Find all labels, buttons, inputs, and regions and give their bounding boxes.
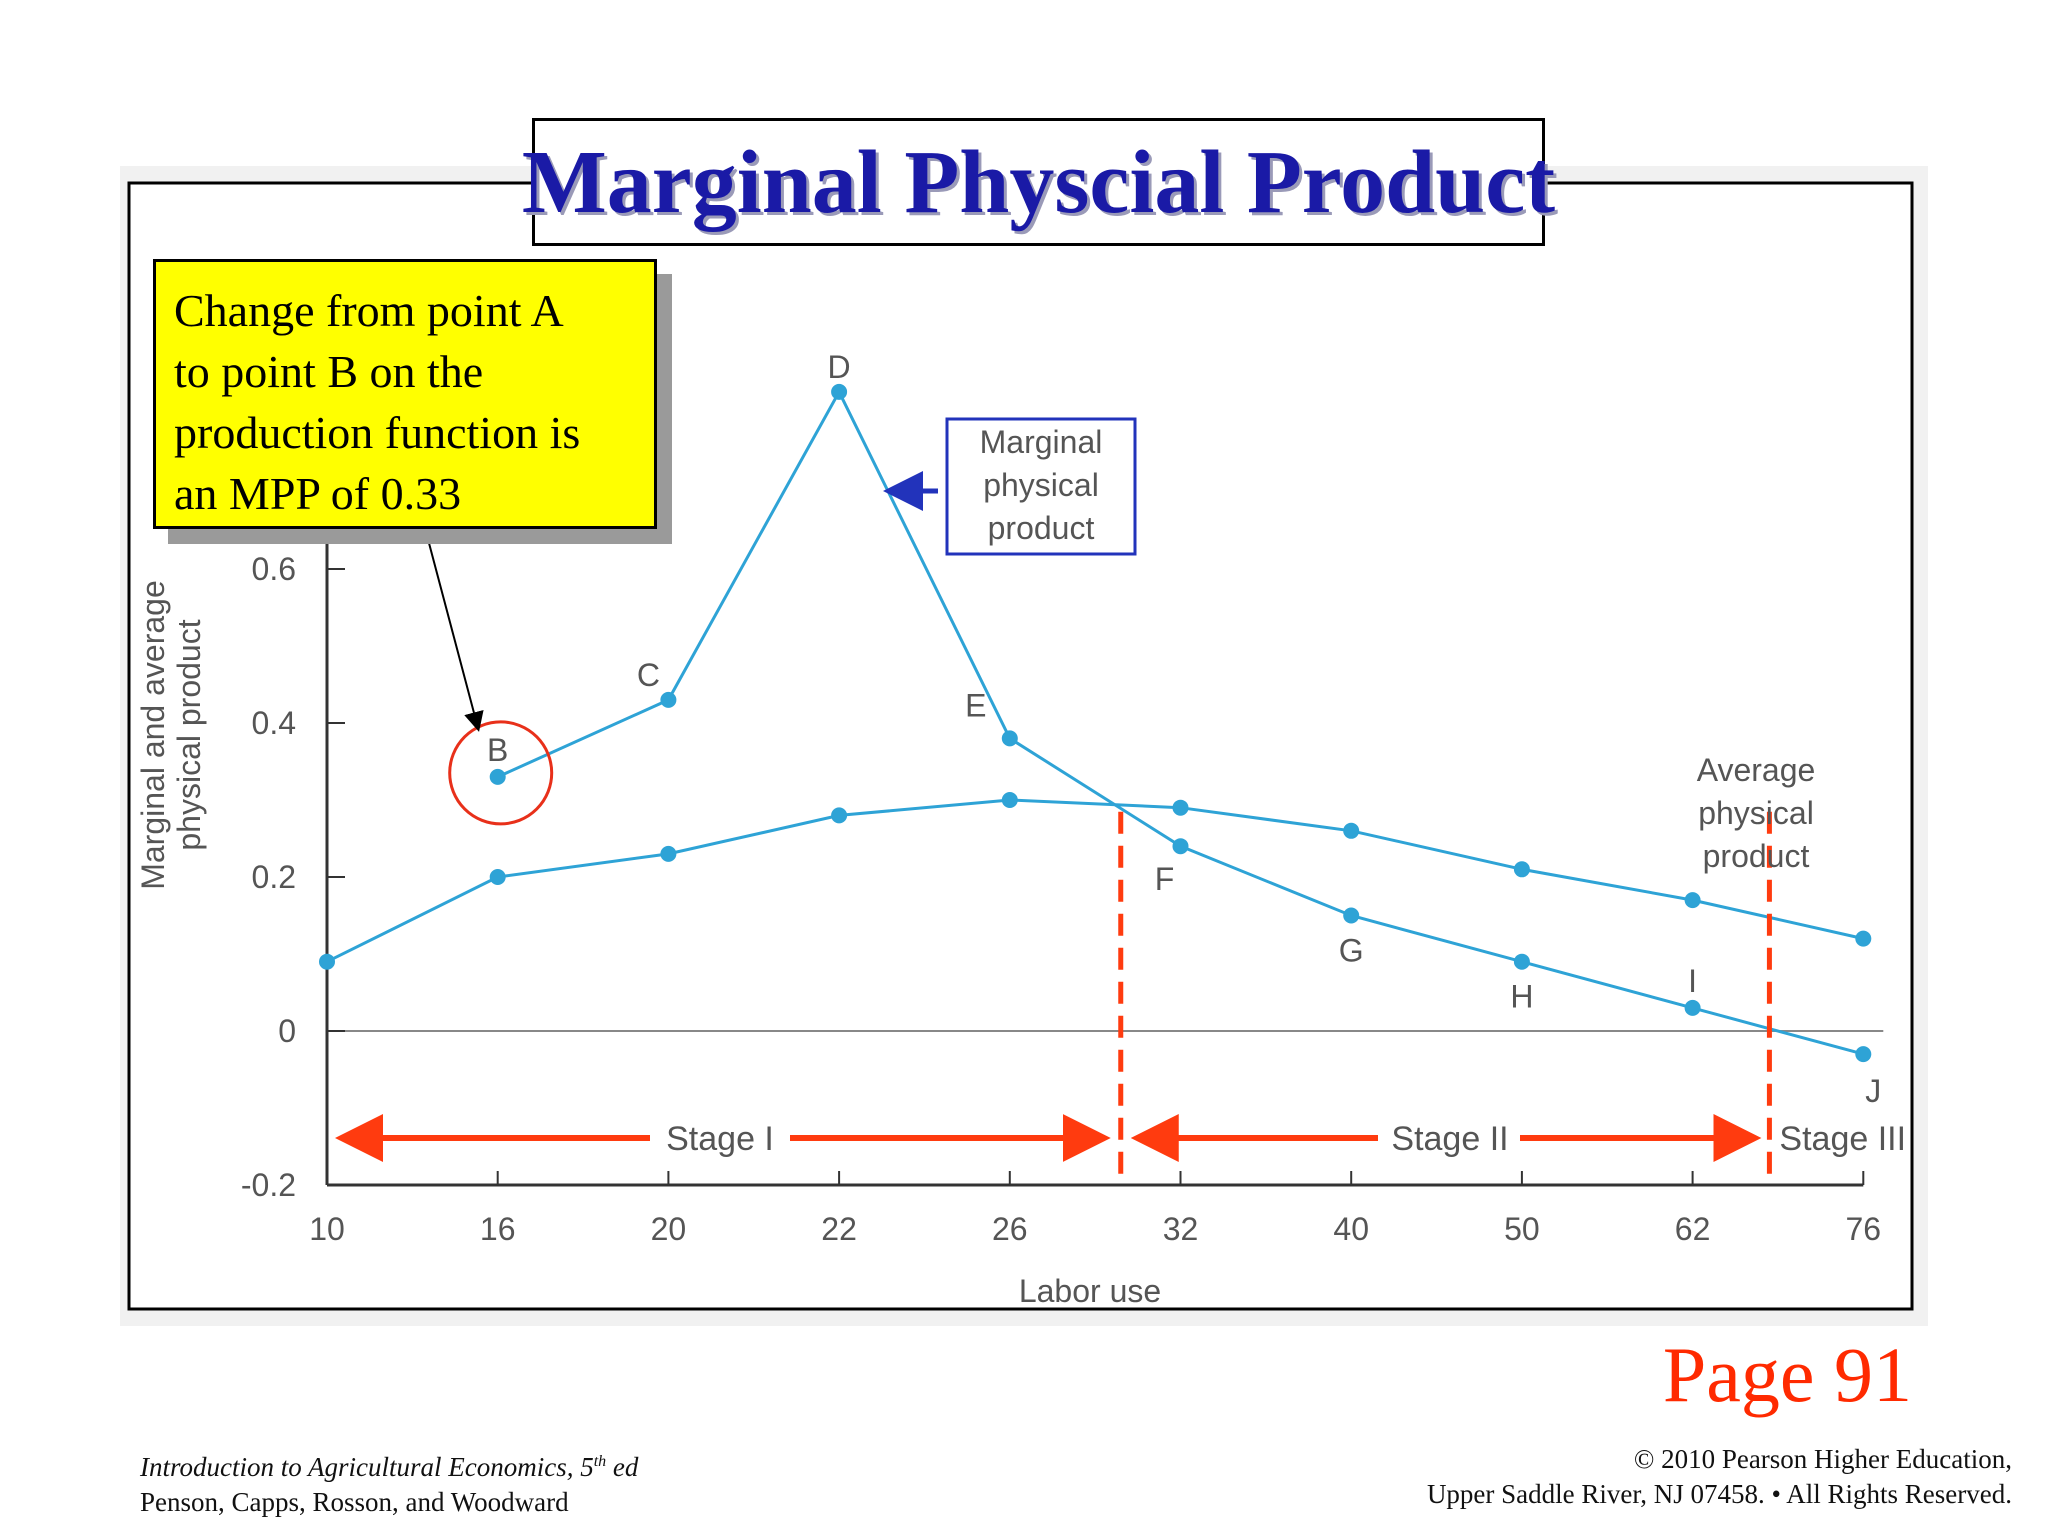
callout-arrow <box>424 527 484 732</box>
stage-2-label: Stage II <box>1391 1120 1508 1158</box>
app-line <box>326 798 1864 964</box>
mpp-point <box>1001 730 1018 747</box>
mpp-point <box>1513 953 1530 970</box>
app-point <box>1343 822 1360 839</box>
mpp-label-line: product <box>988 510 1095 546</box>
x-tick-label: 10 <box>309 1211 345 1247</box>
app-point <box>660 845 677 862</box>
point-label-c: C <box>637 657 660 693</box>
copyright-line-1: © 2010 Pearson Higher Education, <box>1633 1444 2012 1474</box>
mpp-point <box>489 768 506 785</box>
callout-line: production function is <box>174 407 581 458</box>
point-label-d: D <box>828 349 851 385</box>
x-axis-title: Labor use <box>1019 1273 1161 1309</box>
axes: 0.6 0.4 0.2 0 -0.2 10 16 20 22 26 32 40 50 62 76 <box>241 260 1884 1247</box>
footer-copyright: © 2010 Pearson Higher Education, Upper S… <box>1427 1442 2012 1512</box>
point-label-j: J <box>1865 1073 1881 1109</box>
book-title-prefix: Introduction to Agricultural Economics, … <box>140 1452 594 1482</box>
x-tick-label: 76 <box>1846 1211 1882 1247</box>
stage-1-label: Stage I <box>666 1120 774 1158</box>
mpp-point <box>1855 1046 1872 1063</box>
mpp-point <box>831 383 848 400</box>
book-authors: Penson, Capps, Rosson, and Woodward <box>140 1487 569 1517</box>
stage-markers: Stage I Stage II Stage III <box>335 811 1906 1185</box>
x-tick-label: 20 <box>651 1211 687 1247</box>
app-label-line: product <box>1703 838 1810 874</box>
book-title-suffix: ed <box>606 1452 639 1482</box>
mpp-point <box>1172 838 1189 855</box>
mpp-label-line: physical <box>983 467 1099 503</box>
series-lines <box>319 383 1872 1063</box>
app-label-line: Average <box>1697 752 1816 788</box>
x-tick-label: 62 <box>1675 1211 1711 1247</box>
app-point <box>831 807 848 824</box>
callout-box: Change from point A to point B on the pr… <box>153 259 657 529</box>
point-label-f: F <box>1155 861 1175 897</box>
point-label-h: H <box>1510 979 1533 1015</box>
y-axis-title-line-2: physical product <box>171 619 207 850</box>
y-axis-title: Marginal and average physical product <box>135 580 207 890</box>
slide-title: Marginal Physcial Product <box>521 132 1556 232</box>
callout-line: Change from point A <box>174 285 564 336</box>
mpp-label-box <box>945 417 1137 556</box>
y-tick-label: 0 <box>278 1013 296 1049</box>
app-point <box>1172 799 1189 816</box>
x-tick-label: 50 <box>1504 1211 1540 1247</box>
mpp-point <box>1684 999 1701 1016</box>
footer-citation: Introduction to Agricultural Economics, … <box>140 1444 638 1520</box>
app-point <box>489 869 506 885</box>
x-tick-label: 32 <box>1163 1211 1199 1247</box>
callout-line: an MPP of 0.33 <box>174 468 462 519</box>
point-label-i: I <box>1688 963 1697 999</box>
page-number: Page 91 <box>1662 1331 1912 1418</box>
x-tick-label: 16 <box>480 1211 516 1247</box>
mpp-point <box>660 691 677 708</box>
highlight-circle-b <box>448 720 554 826</box>
book-title-sup: th <box>593 1453 607 1470</box>
book-title: Introduction to Agricultural Economics, … <box>140 1444 638 1485</box>
callout-line: to point B on the <box>174 346 484 397</box>
app-point <box>1855 930 1872 947</box>
y-axis-title-line-1: Marginal and average <box>135 580 171 890</box>
app-point <box>319 953 335 970</box>
point-label-b: B <box>487 732 508 768</box>
y-tick-label: 0.4 <box>252 705 296 741</box>
y-tick-label: 0.2 <box>252 859 296 895</box>
y-tick-label: 0.6 <box>252 551 296 587</box>
x-tick-label: 40 <box>1333 1211 1369 1247</box>
app-label-line: physical <box>1698 795 1814 831</box>
point-label-e: E <box>965 687 986 723</box>
x-tick-label: 26 <box>992 1211 1028 1247</box>
x-tick-label: 22 <box>821 1211 857 1247</box>
y-tick-label: -0.2 <box>241 1167 296 1203</box>
mpp-label-line: Marginal <box>980 424 1103 460</box>
app-point <box>1684 892 1701 909</box>
copyright-line-2: Upper Saddle River, NJ 07458. • All Righ… <box>1426 1479 2012 1509</box>
title-box: Marginal Physcial Product <box>522 118 1555 246</box>
app-point <box>1513 861 1530 878</box>
stage-3-label: Stage III <box>1779 1120 1906 1158</box>
app-point <box>1001 792 1018 808</box>
mpp-point <box>1343 907 1360 924</box>
point-label-g: G <box>1339 933 1364 969</box>
